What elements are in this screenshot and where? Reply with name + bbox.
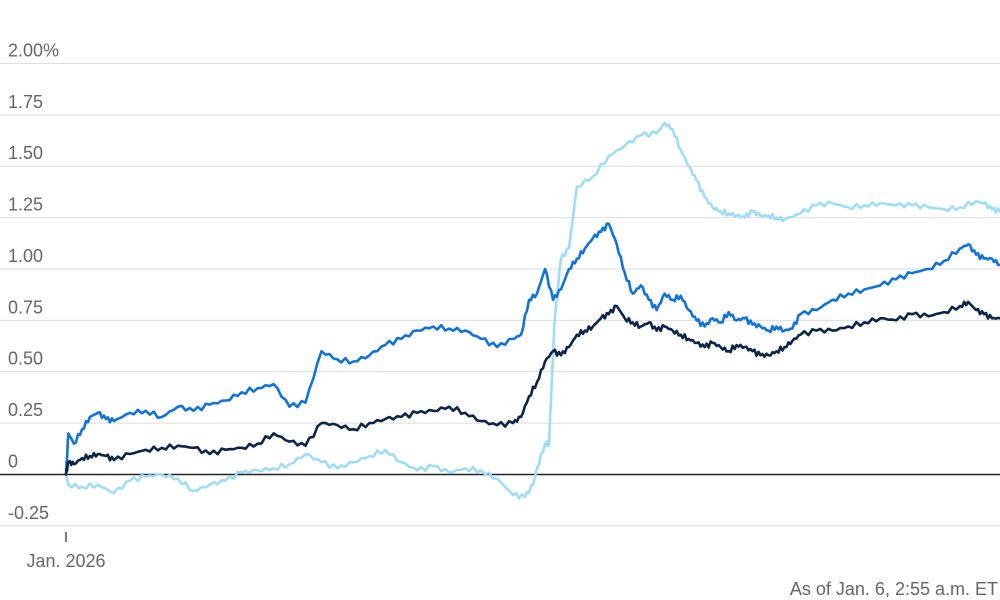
y-tick-label: 1.00: [8, 246, 43, 266]
y-tick-label: 1.75: [8, 92, 43, 112]
y-axis-tick-labels: 2.00% 1.75 1.50 1.25 1.00 0.75 0.50 0.25 0 -0.25: [8, 40, 59, 522]
x-axis: Jan. 2026: [26, 532, 106, 571]
chart-series-lines: [64, 121, 1000, 500]
y-tick-label: 0.25: [8, 400, 43, 420]
chart-grid: [0, 62, 1000, 527]
timestamp-footnote: As of Jan. 6, 2:55 a.m. ET: [789, 579, 998, 599]
y-tick-label: 1.50: [8, 143, 43, 163]
y-tick-label: 0: [8, 452, 18, 472]
y-tick-label: 2.00%: [8, 40, 59, 60]
y-tick-label: 1.25: [8, 195, 43, 215]
y-tick-label: -0.25: [8, 503, 49, 523]
series-line-nasdaq-100-futures: [64, 222, 1000, 476]
series-line-dow-futures: [64, 121, 1000, 500]
y-tick-label: 0.50: [8, 349, 43, 369]
series-line-s-p-500-futures: [64, 300, 1000, 476]
x-tick-label: Jan. 2026: [26, 551, 105, 571]
y-tick-label: 0.75: [8, 297, 43, 317]
